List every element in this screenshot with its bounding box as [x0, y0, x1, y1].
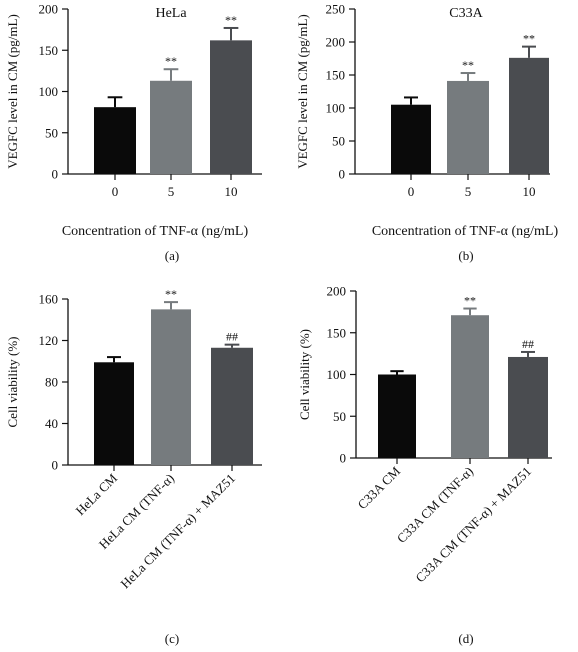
y-tick-label-c-2: 80: [45, 375, 58, 390]
significance-label-d-2: ##: [522, 337, 534, 351]
chart-title-b: C33A: [449, 6, 483, 21]
y-tick-label-c-0: 0: [52, 458, 59, 473]
x-tick-label-b-0: 0: [408, 184, 415, 199]
x-tick-label-b-1: 5: [465, 184, 472, 199]
y-tick-label-a-4: 200: [39, 2, 59, 17]
bar-d-0: [378, 374, 416, 458]
y-tick-label-a-1: 50: [45, 125, 58, 140]
chart-title-a: HeLa: [155, 6, 187, 21]
y-tick-label-b-3: 150: [326, 68, 346, 83]
y-tick-label-d-2: 100: [327, 367, 347, 382]
bar-d-2: [508, 356, 548, 458]
x-tick-label-d-0: C33A CM: [354, 463, 403, 512]
y-axis-label-a: VEGFC level in CM (pg/mL): [5, 14, 20, 169]
x-tick-label-b-2: 10: [523, 184, 536, 199]
x-tick-label-c-0: HeLa CM: [72, 470, 120, 518]
y-tick-label-c-3: 120: [39, 333, 59, 348]
panel-label-b: (b): [458, 248, 473, 263]
significance-label-c-2: ##: [226, 330, 238, 344]
significance-label-a-1: **: [165, 54, 177, 68]
panel-label-a: (a): [165, 248, 179, 263]
x-tick-label-c-2: HeLa CM (TNF-α) + MAZ51: [117, 471, 238, 592]
y-tick-label-d-1: 50: [333, 409, 346, 424]
x-tick-label-a-0: 0: [112, 184, 119, 199]
y-tick-label-a-3: 150: [39, 43, 59, 58]
bar-b-0: [391, 104, 431, 174]
bar-a-0: [94, 107, 136, 174]
bar-c-1: [151, 309, 191, 465]
significance-label-c-1: **: [165, 287, 177, 301]
y-tick-label-a-2: 100: [39, 84, 59, 99]
bar-a-1: [150, 80, 192, 174]
significance-label-a-2: **: [225, 13, 237, 27]
significance-label-b-1: **: [462, 58, 474, 72]
significance-label-b-2: **: [523, 32, 535, 46]
y-tick-label-b-1: 50: [332, 134, 345, 149]
y-tick-label-d-3: 150: [327, 325, 347, 340]
y-tick-label-b-0: 0: [339, 167, 346, 182]
y-tick-label-c-4: 160: [39, 292, 59, 307]
y-axis-label-b: VEGFC level in CM (pg/mL): [295, 14, 310, 169]
bar-c-0: [94, 362, 134, 465]
x-axis-label-a: Concentration of TNF-α (ng/mL): [62, 224, 249, 239]
panel-label-d: (d): [458, 631, 473, 646]
panel-label-c: (c): [165, 631, 179, 646]
bar-b-1: [447, 80, 489, 174]
y-tick-label-b-2: 100: [326, 101, 346, 116]
y-tick-label-a-0: 0: [52, 167, 59, 182]
y-tick-label-d-4: 200: [327, 284, 347, 299]
bar-a-2: [210, 40, 252, 174]
y-tick-label-b-4: 200: [326, 35, 346, 50]
y-tick-label-d-0: 0: [340, 451, 347, 466]
y-tick-label-c-1: 40: [45, 416, 58, 431]
x-axis-label-b: Concentration of TNF-α (ng/mL): [372, 224, 559, 239]
bar-c-2: [211, 347, 253, 465]
x-tick-label-a-2: 10: [225, 184, 238, 199]
y-axis-label-c: Cell viability (%): [5, 337, 20, 428]
y-tick-label-b-5: 250: [326, 2, 346, 17]
significance-label-d-1: **: [464, 294, 476, 308]
bar-d-1: [451, 315, 489, 458]
x-tick-label-d-2: C33A CM (TNF-α) + MAZ51: [412, 464, 534, 586]
bar-b-2: [509, 57, 549, 175]
x-tick-label-a-1: 5: [168, 184, 175, 199]
y-axis-label-d: Cell viability (%): [297, 329, 312, 420]
